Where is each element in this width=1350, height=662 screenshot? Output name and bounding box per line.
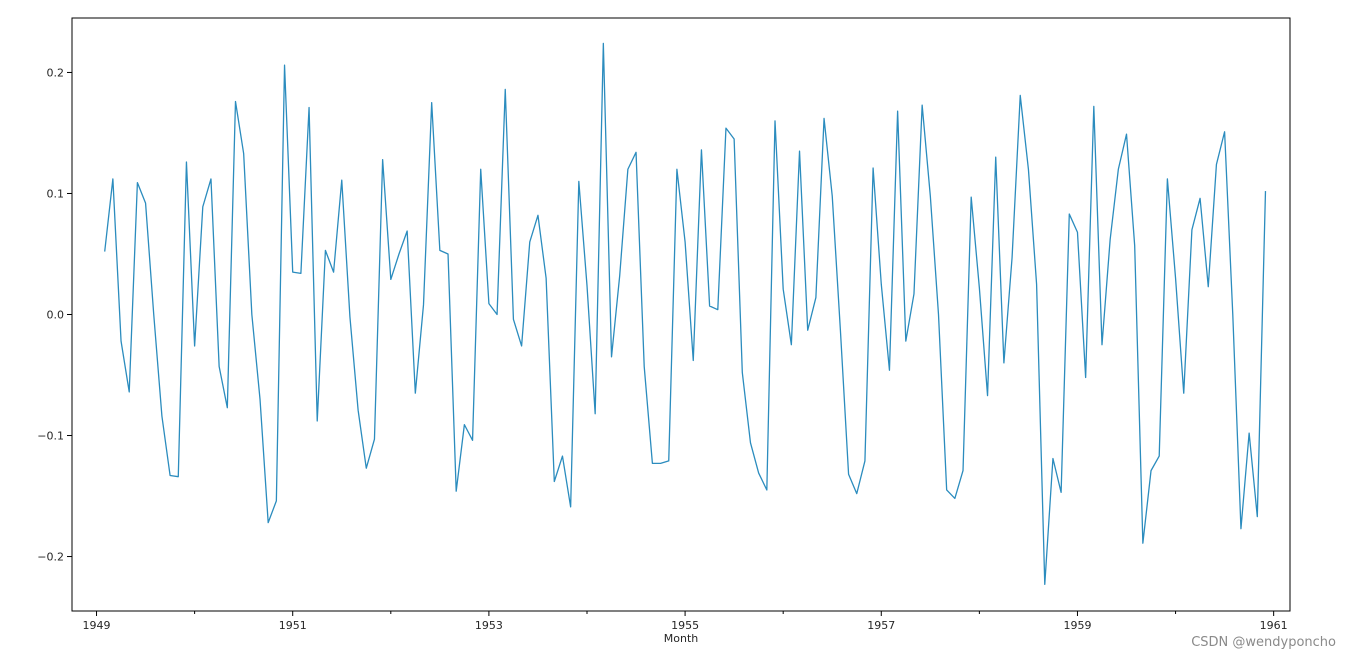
y-axis: −0.2 −0.1 0.0 0.1 0.2 [37, 66, 72, 564]
x-tick-label: 1961 [1260, 619, 1288, 632]
y-tick-label: 0.2 [47, 66, 65, 79]
x-tick-label: 1957 [867, 619, 895, 632]
x-tick-label: 1959 [1063, 619, 1091, 632]
y-tick-label: 0.1 [47, 187, 65, 200]
x-axis-title: Month [664, 632, 699, 645]
y-tick-label: −0.1 [37, 430, 64, 443]
x-tick-label: 1949 [83, 619, 111, 632]
y-tick-label: −0.2 [37, 551, 64, 564]
x-tick-label: 1951 [279, 619, 307, 632]
plot-frame [71, 17, 1291, 612]
series-line [104, 42, 1267, 586]
watermark: CSDN @wendyponcho [1191, 635, 1336, 650]
x-tick-label: 1955 [671, 619, 699, 632]
x-axis: 1949 1951 1953 1955 1957 1959 1961 [83, 611, 1288, 632]
y-tick-label: 0.0 [47, 309, 65, 322]
x-tick-label: 1953 [475, 619, 503, 632]
